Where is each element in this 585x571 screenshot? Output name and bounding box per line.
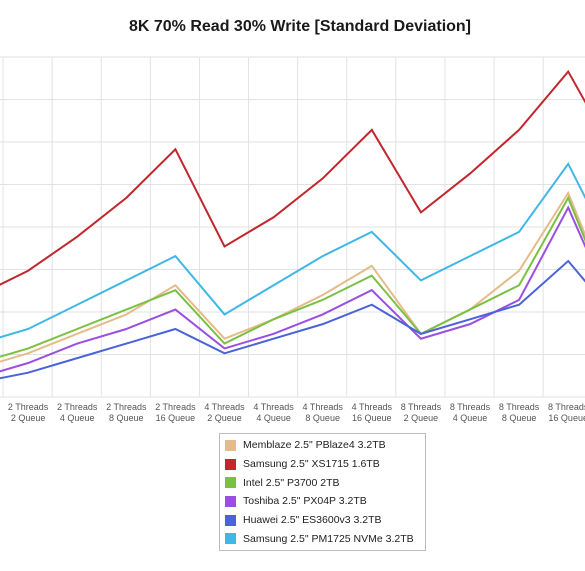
- legend-item: Memblaze 2.5" PBlaze4 3.2TB: [220, 436, 425, 455]
- x-tick-label: 4 Threads 2 Queue: [204, 402, 245, 423]
- x-tick-label: 2 Threads 4 Queue: [57, 402, 98, 423]
- series-lines: [0, 69, 585, 380]
- legend-swatch: [225, 458, 236, 470]
- legend: Memblaze 2.5" PBlaze4 3.2TB Samsung 2.5" …: [219, 433, 426, 552]
- legend-swatch: [225, 477, 236, 489]
- x-tick-label: 4 Threads 4 Queue: [253, 402, 294, 423]
- x-tick-label: 2 Threads 16 Queue: [155, 402, 196, 423]
- series-line: [0, 190, 585, 363]
- legend-label: Toshiba 2.5" PX04P 3.2TB: [243, 495, 367, 508]
- series-line: [0, 195, 585, 358]
- legend-label: Samsung 2.5" XS1715 1.6TB: [243, 458, 380, 471]
- x-tick-label: 4 Threads 8 Queue: [303, 402, 344, 423]
- x-tick-label: 8 Threads 2 Queue: [401, 402, 442, 423]
- legend-label: Intel 2.5" P3700 2TB: [243, 476, 340, 489]
- x-tick-label: 2 Threads 2 Queue: [8, 402, 49, 423]
- grid: [0, 56, 585, 398]
- legend-item: Toshiba 2.5" PX04P 3.2TB: [220, 492, 425, 511]
- x-tick-label: 8 Threads 16 Queue: [548, 402, 585, 423]
- series-line: [0, 161, 585, 339]
- x-tick-label: 2 Threads 8 Queue: [106, 402, 147, 423]
- legend-label: Samsung 2.5" PM1725 NVMe 3.2TB: [243, 532, 414, 545]
- x-tick-label: 8 Threads 4 Queue: [450, 402, 491, 423]
- series-line: [0, 69, 585, 286]
- legend-item: Samsung 2.5" XS1715 1.6TB: [220, 455, 425, 474]
- series-line: [0, 205, 585, 373]
- x-tick-label: 8 Threads 8 Queue: [499, 402, 540, 423]
- legend-label: Memblaze 2.5" PBlaze4 3.2TB: [243, 439, 386, 452]
- chart-title: 8K 70% Read 30% Write [Standard Deviatio…: [128, 18, 472, 35]
- legend-item: Samsung 2.5" PM1725 NVMe 3.2TB: [220, 529, 425, 548]
- series-line: [0, 259, 585, 380]
- legend-item: Huawei 2.5" ES3600v3 3.2TB: [220, 511, 425, 530]
- x-tick-label: 4 Threads 16 Queue: [352, 402, 393, 423]
- legend-label: Huawei 2.5" ES3600v3 3.2TB: [243, 514, 382, 527]
- legend-swatch: [225, 533, 236, 545]
- legend-item: Intel 2.5" P3700 2TB: [220, 473, 425, 492]
- legend-swatch: [225, 439, 236, 451]
- legend-swatch: [225, 495, 236, 507]
- legend-swatch: [225, 514, 236, 526]
